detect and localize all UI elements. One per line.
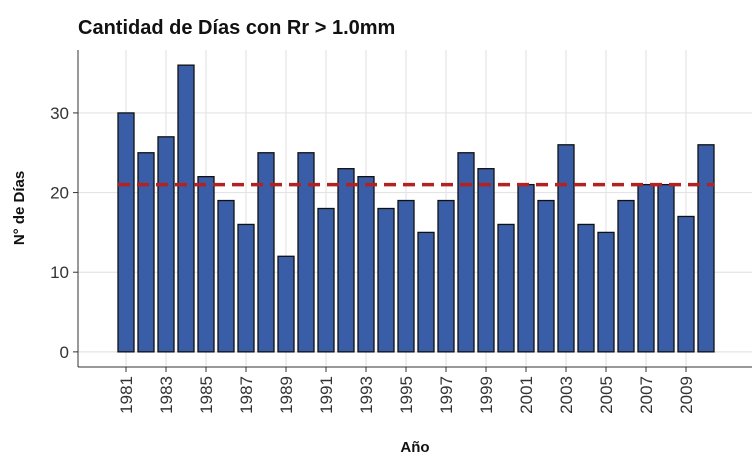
bar xyxy=(137,152,155,353)
bar xyxy=(457,152,475,353)
bar xyxy=(637,183,655,353)
x-tick-label: 1999 xyxy=(477,376,496,414)
x-tick-label: 1989 xyxy=(277,376,296,414)
bar xyxy=(497,223,515,353)
x-tick-label: 1995 xyxy=(397,376,416,414)
bar xyxy=(177,64,195,353)
bar xyxy=(677,215,695,353)
x-tick-label: 2003 xyxy=(557,376,576,414)
bar xyxy=(377,207,395,353)
bar xyxy=(357,175,375,353)
bar xyxy=(477,168,495,353)
x-tick-label: 1981 xyxy=(117,376,136,414)
bar xyxy=(657,183,675,353)
x-tick-label: 1987 xyxy=(237,376,256,414)
bar xyxy=(537,199,555,353)
bar xyxy=(397,199,415,353)
bar xyxy=(577,223,595,353)
y-tick-label: 30 xyxy=(50,104,69,123)
bar xyxy=(237,223,255,353)
x-tick-label: 1991 xyxy=(317,376,336,414)
bar xyxy=(317,207,335,353)
x-tick-label: 2009 xyxy=(677,376,696,414)
bar xyxy=(217,199,235,353)
bar xyxy=(697,144,715,353)
bar xyxy=(517,183,535,353)
x-tick-label: 1985 xyxy=(197,376,216,414)
y-tick-label: 20 xyxy=(50,184,69,203)
x-tick-label: 2005 xyxy=(597,376,616,414)
bar xyxy=(197,175,215,353)
x-axis-title: Año xyxy=(400,439,429,456)
bar xyxy=(617,199,635,353)
y-tick-label: 10 xyxy=(50,263,69,282)
y-tick-label: 0 xyxy=(60,343,69,362)
x-tick-label: 2001 xyxy=(517,376,536,414)
x-tick-label: 1993 xyxy=(357,376,376,414)
x-tick-label: 1997 xyxy=(437,376,456,414)
bar xyxy=(117,112,135,353)
x-tick-label: 2007 xyxy=(637,376,656,414)
y-axis-title: N° de Días xyxy=(11,171,28,245)
bar xyxy=(417,231,435,353)
bar xyxy=(437,199,455,353)
bar xyxy=(277,255,295,353)
chart-title: Cantidad de Días con Rr > 1.0mm xyxy=(78,17,395,39)
bar xyxy=(557,144,575,353)
bar xyxy=(297,152,315,353)
bar xyxy=(257,152,275,353)
x-tick-label: 1983 xyxy=(157,376,176,414)
bar xyxy=(597,231,615,353)
bar xyxy=(337,168,355,353)
bar xyxy=(157,136,175,353)
